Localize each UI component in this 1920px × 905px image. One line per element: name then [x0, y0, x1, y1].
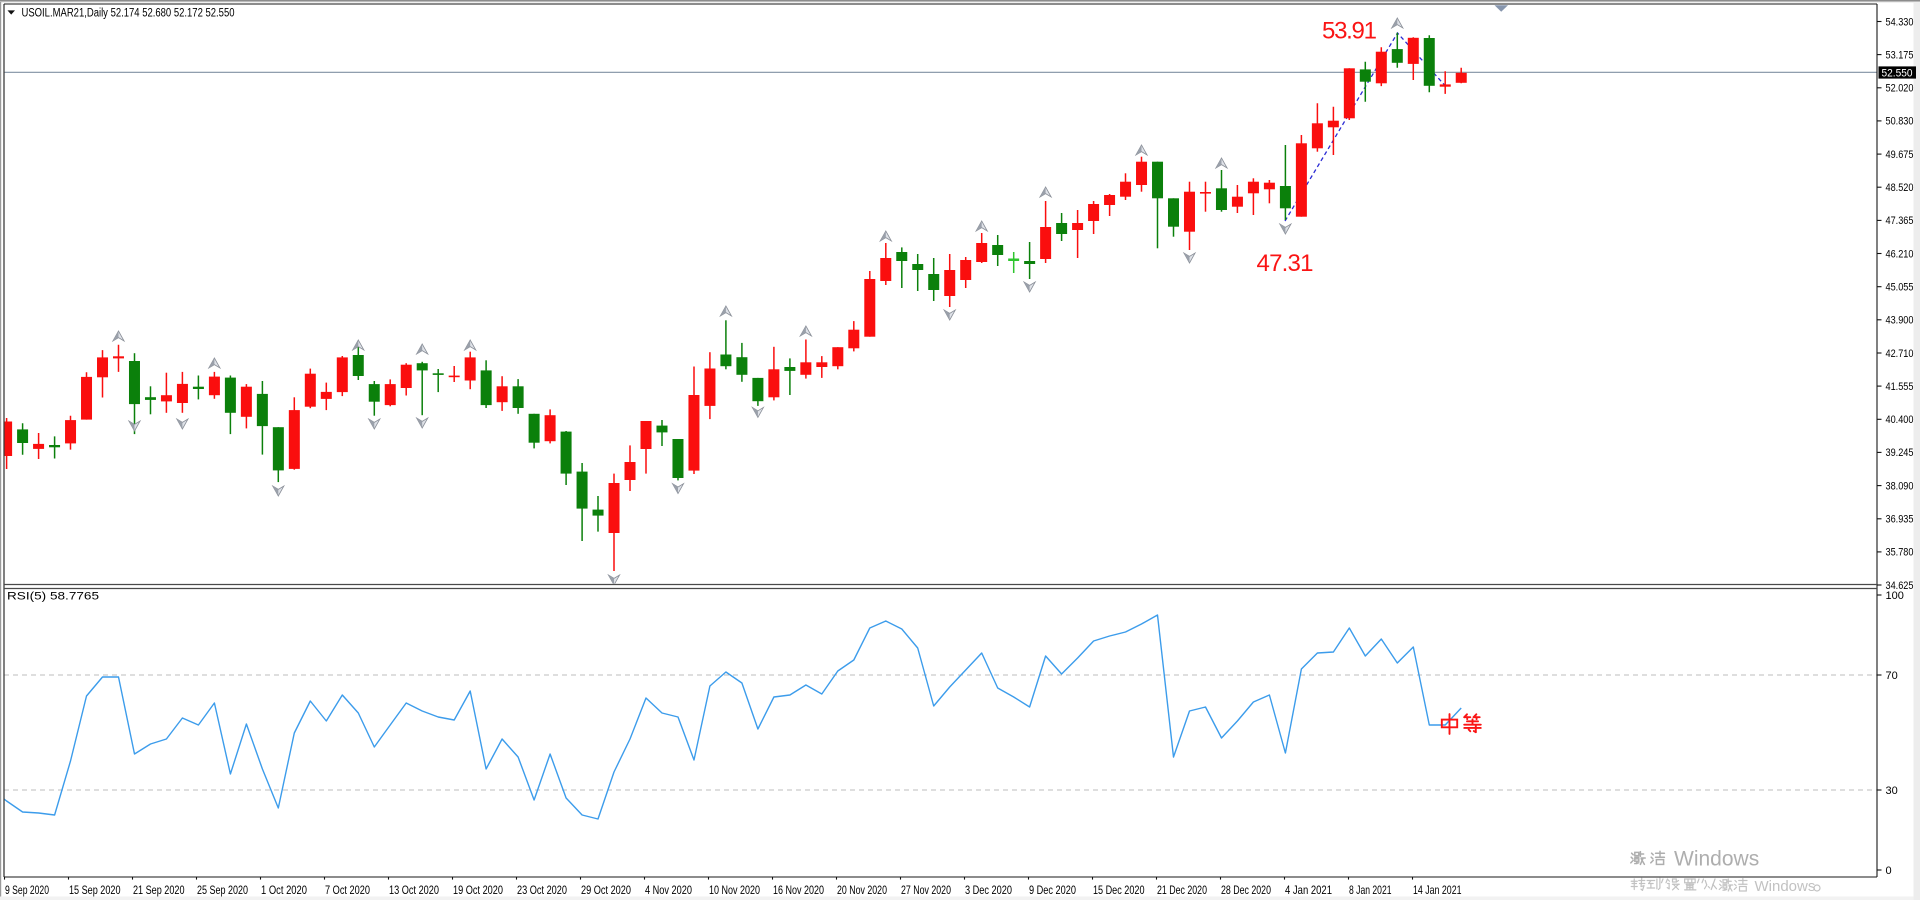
svg-text:Windows: Windows — [1674, 848, 1759, 871]
svg-text:35.780: 35.780 — [1886, 547, 1914, 559]
svg-text:48.520: 48.520 — [1886, 182, 1914, 194]
svg-text:15 Dec 2020: 15 Dec 2020 — [1093, 883, 1145, 897]
svg-text:19 Oct 2020: 19 Oct 2020 — [453, 883, 503, 897]
svg-text:8 Jan 2021: 8 Jan 2021 — [1349, 883, 1392, 897]
svg-text:47.365: 47.365 — [1886, 215, 1914, 227]
svg-text:4 Nov 2020: 4 Nov 2020 — [645, 883, 692, 897]
svg-text:7 Oct 2020: 7 Oct 2020 — [325, 883, 370, 897]
svg-text:21 Dec 2020: 21 Dec 2020 — [1157, 883, 1207, 897]
svg-text:27 Nov 2020: 27 Nov 2020 — [901, 883, 951, 897]
svg-text:14 Jan 2021: 14 Jan 2021 — [1413, 883, 1462, 897]
svg-text:50.830: 50.830 — [1886, 116, 1914, 128]
svg-text:15 Sep 2020: 15 Sep 2020 — [69, 883, 121, 897]
svg-text:28 Dec 2020: 28 Dec 2020 — [1221, 883, 1271, 897]
svg-text:RSI(5) 58.7765: RSI(5) 58.7765 — [7, 591, 99, 603]
svg-text:23 Oct 2020: 23 Oct 2020 — [517, 883, 567, 897]
svg-text:1 Oct 2020: 1 Oct 2020 — [261, 883, 307, 897]
svg-text:USOIL.MAR21,Daily 52.174 52.6: USOIL.MAR21,Daily 52.174 52.680 52.172 5… — [22, 7, 235, 19]
svg-text:30: 30 — [1886, 785, 1898, 797]
svg-text:40.400: 40.400 — [1886, 414, 1914, 426]
svg-text:53.175: 53.175 — [1886, 49, 1914, 61]
svg-text:16 Nov 2020: 16 Nov 2020 — [773, 883, 824, 897]
svg-text:3 Dec 2020: 3 Dec 2020 — [965, 883, 1012, 897]
svg-text:Windows: Windows — [1755, 878, 1816, 895]
svg-text:21 Sep 2020: 21 Sep 2020 — [133, 883, 185, 897]
svg-text:36.935: 36.935 — [1886, 514, 1914, 526]
svg-text:25 Sep 2020: 25 Sep 2020 — [197, 883, 248, 897]
svg-text:45.055: 45.055 — [1886, 282, 1914, 294]
svg-text:52.550: 52.550 — [1882, 67, 1913, 79]
svg-text:20 Nov 2020: 20 Nov 2020 — [837, 883, 887, 897]
svg-text:100: 100 — [1886, 590, 1904, 602]
svg-text:9 Dec 2020: 9 Dec 2020 — [1029, 883, 1076, 897]
svg-text:10 Nov 2020: 10 Nov 2020 — [709, 883, 760, 897]
svg-text:38.090: 38.090 — [1886, 480, 1914, 492]
svg-text:52.020: 52.020 — [1886, 83, 1914, 95]
svg-text:49.675: 49.675 — [1886, 149, 1914, 161]
svg-text:42.710: 42.710 — [1886, 348, 1914, 360]
svg-text:53.91: 53.91 — [1322, 18, 1377, 45]
svg-text:39.245: 39.245 — [1886, 447, 1914, 459]
svg-text:47.31: 47.31 — [1257, 250, 1314, 277]
svg-text:41.555: 41.555 — [1886, 381, 1914, 393]
svg-text:9 Sep 2020: 9 Sep 2020 — [5, 883, 49, 897]
svg-text:4 Jan 2021: 4 Jan 2021 — [1285, 883, 1332, 897]
svg-text:54.330: 54.330 — [1886, 16, 1914, 28]
svg-text:0: 0 — [1886, 865, 1892, 877]
svg-text:29 Oct 2020: 29 Oct 2020 — [581, 883, 631, 897]
svg-text:70: 70 — [1886, 670, 1898, 682]
svg-text:46.210: 46.210 — [1886, 248, 1914, 260]
svg-text:13 Oct 2020: 13 Oct 2020 — [389, 883, 439, 897]
svg-text:43.900: 43.900 — [1886, 315, 1914, 327]
